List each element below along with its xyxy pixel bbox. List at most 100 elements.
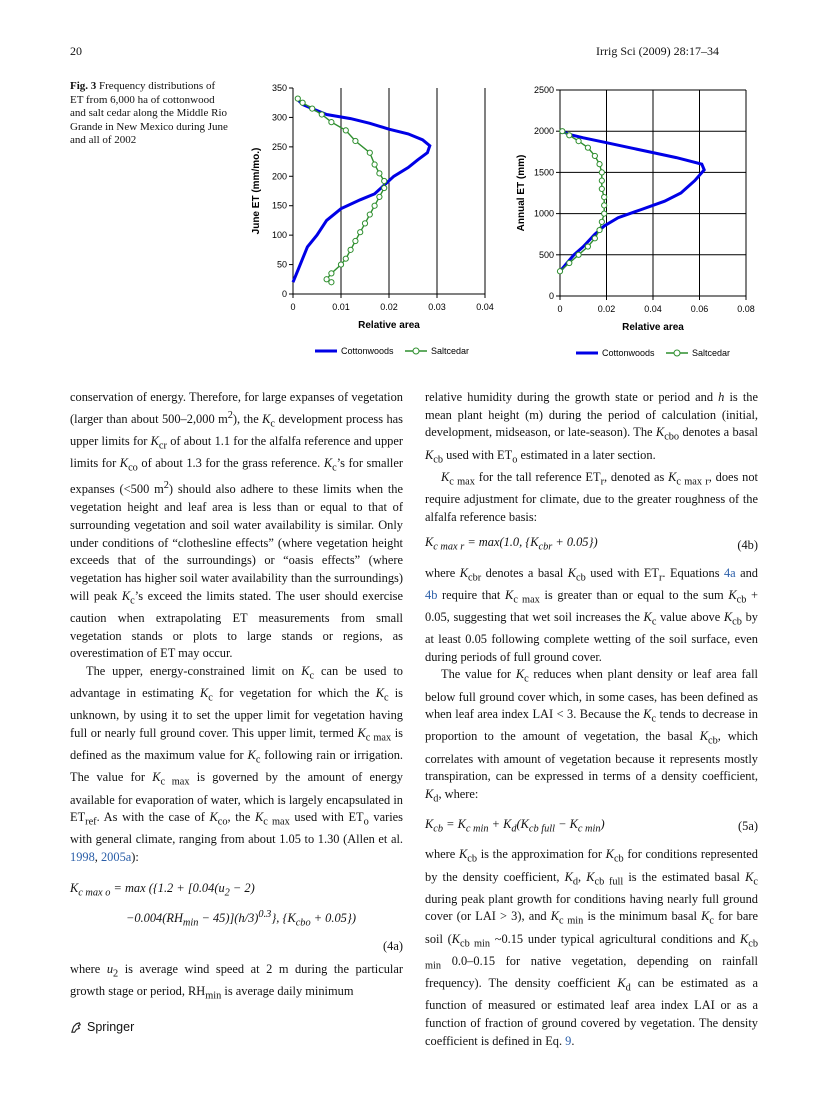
page-number: 20 xyxy=(70,44,82,58)
data-point-saltcedar xyxy=(328,270,335,277)
data-point-saltcedar xyxy=(591,152,598,160)
data-point-saltcedar xyxy=(598,218,605,225)
data-point-saltcedar xyxy=(328,119,335,126)
data-point-saltcedar xyxy=(601,202,608,209)
data-point-saltcedar xyxy=(323,276,330,283)
y-tick-label: 2000 xyxy=(534,126,554,136)
data-point-saltcedar xyxy=(342,127,349,134)
x-tick-label: 0.08 xyxy=(737,304,755,314)
data-point-saltcedar xyxy=(357,229,364,236)
journal-citation: Irrig Sci (2009) 28:17–34 xyxy=(596,44,719,58)
legend-label: Saltcedar xyxy=(692,348,730,358)
data-point-saltcedar xyxy=(299,99,306,106)
x-tick-label: 0.04 xyxy=(476,302,494,312)
data-point-saltcedar xyxy=(575,251,582,258)
y-tick-label: 500 xyxy=(539,250,554,260)
data-point-saltcedar xyxy=(566,259,573,267)
x-tick-label: 0.04 xyxy=(644,304,662,314)
y-tick-label: 150 xyxy=(272,201,287,211)
paragraph: where u2 is average wind speed at 2 m du… xyxy=(70,961,404,1002)
paragraph: relative humidity during the growth stat… xyxy=(425,390,758,466)
data-point-saltcedar xyxy=(366,211,373,218)
x-axis-title: Relative area xyxy=(622,322,684,333)
x-axis-title: Relative area xyxy=(358,320,420,331)
legend-marker-saltcedar xyxy=(412,347,420,355)
figure-caption-text: Frequency distributions of ET from 6,000… xyxy=(70,80,228,147)
x-tick-label: 0.06 xyxy=(691,304,709,314)
data-point-saltcedar xyxy=(376,170,383,177)
paragraph: conservation of energy. Therefore, for l… xyxy=(70,390,403,661)
data-point-saltcedar xyxy=(352,137,359,145)
text-column-right: relative humidity during the growth stat… xyxy=(425,389,758,1050)
data-point-saltcedar xyxy=(598,185,605,192)
equation-4b: Kc max r = max(1.0, {Kcbr + 0.05}) (4b) xyxy=(425,535,758,553)
y-axis-title: June ET (mm/mo.) xyxy=(251,148,262,235)
x-tick-label: 0.02 xyxy=(380,302,398,312)
data-point-saltcedar xyxy=(371,161,378,168)
data-point-saltcedar xyxy=(342,255,349,262)
y-tick-label: 200 xyxy=(272,171,287,181)
y-tick-label: 250 xyxy=(272,142,287,152)
data-point-saltcedar xyxy=(584,243,592,250)
y-tick-label: 2500 xyxy=(534,85,554,95)
data-point-saltcedar xyxy=(376,193,383,200)
y-tick-label: 1500 xyxy=(534,167,554,177)
x-tick-label: 0.01 xyxy=(332,302,350,312)
data-point-saltcedar xyxy=(556,268,564,275)
x-tick-label: 0.02 xyxy=(598,304,616,314)
data-point-saltcedar xyxy=(601,210,608,217)
legend-label: Saltcedar xyxy=(431,346,469,356)
data-point-saltcedar xyxy=(381,184,388,192)
series-line-saltcedar xyxy=(559,130,605,272)
data-point-saltcedar xyxy=(294,95,301,102)
paragraph: Kc max for the tall reference ETr, denot… xyxy=(425,469,758,524)
data-point-saltcedar xyxy=(584,144,592,151)
paragraph: The upper, energy-constrained limit on K… xyxy=(70,663,404,865)
x-tick-label: 0.03 xyxy=(428,302,446,312)
y-tick-label: 0 xyxy=(282,289,287,299)
figure-label: Fig. 3 xyxy=(70,80,97,92)
legend-label: Cottonwoods xyxy=(341,346,394,356)
text-column-left: conservation of energy. Therefore, for l… xyxy=(70,389,403,1005)
x-tick-label: 0 xyxy=(290,302,295,312)
data-point-saltcedar xyxy=(318,111,325,118)
data-point-saltcedar xyxy=(371,202,378,209)
y-tick-label: 300 xyxy=(272,112,287,122)
data-point-saltcedar xyxy=(381,177,388,185)
y-tick-label: 1000 xyxy=(534,209,554,219)
paragraph: The value for Kc reduces when plant dens… xyxy=(425,667,759,805)
y-tick-label: 350 xyxy=(272,83,287,93)
y-tick-label: 100 xyxy=(272,230,287,240)
data-point-saltcedar xyxy=(347,246,354,253)
x-tick-label: 0 xyxy=(557,304,562,314)
data-point-saltcedar xyxy=(328,279,335,286)
y-tick-label: 0 xyxy=(549,291,554,301)
publisher-name: Springer xyxy=(87,1020,135,1034)
figure-caption: Fig. 3 Frequency distributions of ET fro… xyxy=(70,80,230,148)
legend-marker-saltcedar xyxy=(673,349,681,357)
data-point-saltcedar xyxy=(598,177,605,184)
annual-et-chart: 0 0.02 0.04 0.06 0.08 0 500 1000 1500 2000 2500 Rel… xyxy=(516,85,755,358)
springer-horse-icon xyxy=(71,1021,81,1033)
data-point-saltcedar xyxy=(596,161,603,168)
data-point-saltcedar xyxy=(566,132,573,139)
paragraph: where Kcb is the approximation for Kcb f… xyxy=(425,847,758,1048)
equation-4a: Kc max o = max ({1.2 + [0.04(u2 − 2) −0.… xyxy=(70,880,403,953)
publisher-footer: Springer xyxy=(70,1020,134,1034)
data-point-saltcedar xyxy=(559,128,566,135)
series-line-cottonwoods xyxy=(291,98,432,283)
y-tick-label: 50 xyxy=(277,260,287,270)
data-point-saltcedar xyxy=(598,169,605,176)
data-point-saltcedar xyxy=(596,226,603,234)
data-point-saltcedar xyxy=(575,137,582,145)
data-point-saltcedar xyxy=(361,220,369,227)
legend-label: Cottonwoods xyxy=(602,348,655,358)
equation-5a: Kcb = Kc min + Kd(Kcb full − Kc min) (5a) xyxy=(425,817,758,835)
data-point-saltcedar xyxy=(337,261,345,268)
data-point-saltcedar xyxy=(601,194,608,201)
data-point-saltcedar xyxy=(352,237,359,245)
series-line-cottonwoods xyxy=(558,129,706,273)
data-point-saltcedar xyxy=(309,105,316,112)
paragraph: where Kcbr denotes a basal Kcb used with… xyxy=(425,565,759,664)
data-point-saltcedar xyxy=(591,235,598,242)
